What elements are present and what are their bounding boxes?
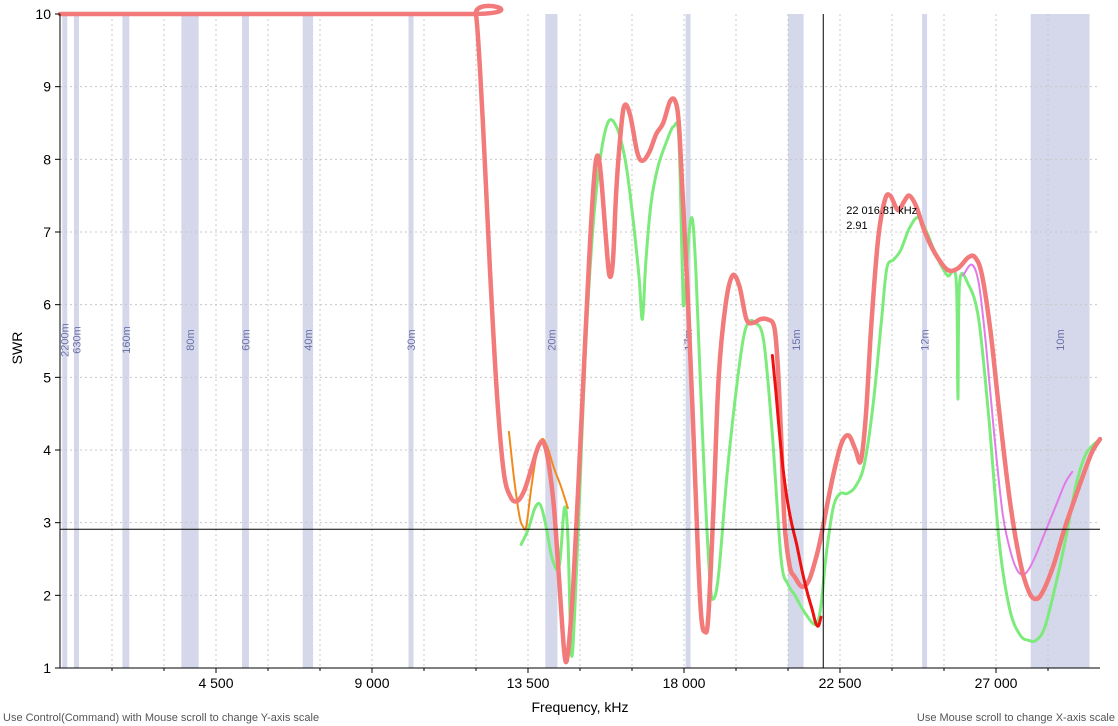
y-axis-title: SWR [9,332,25,365]
band-2200m [62,14,68,668]
cursor-frequency-readout: 22 016.81 kHz [846,205,917,217]
series-layer [57,3,1103,665]
series-red-swr [770,354,823,628]
x-tick-label: 13 500 [507,675,550,691]
band-12m [922,14,928,668]
x-tick-label: 18 000 [663,675,706,691]
band-60m [242,14,249,668]
band-label-layer: 2200m 630m 160m 80m 60m 40m 30m 20m 17m 15m 12m 10m [60,323,1067,357]
y-scale-hint: Use Control(Command) with Mouse scroll t… [3,712,320,724]
band-label-2200m: 2200m [60,323,72,357]
grid-layer [60,14,1100,668]
band-label-15m: 15m [791,329,803,350]
x-tick-label: 9 000 [354,675,389,691]
band-15m [788,14,804,668]
cursor-layer: 22 016.81 kHz 2.91 [60,14,1100,668]
y-tick-label: 1 [43,660,51,676]
y-tick-label: 2 [43,587,51,603]
band-label-12m: 12m [920,329,932,350]
cursor-swr-readout: 2.91 [846,220,867,232]
band-label-40m: 40m [303,329,315,350]
series-violet-swr [962,263,1074,576]
y-tick-label: 10 [35,6,51,22]
axes-layer: 1 2 3 4 5 6 7 8 9 10 4 500 9 000 13 500 18 000 22 500 2… [35,6,1100,691]
band-40m [302,14,314,668]
band-630m [73,14,79,668]
y-tick-label: 3 [43,515,51,531]
band-label-630m: 630m [71,326,83,354]
y-tick-label: 8 [43,151,51,167]
x-tick-label: 4 500 [198,675,233,691]
y-tick-label: 7 [43,224,51,240]
x-axis-title: Frequency, kHz [532,699,629,715]
band-label-160m: 160m [121,326,133,354]
band-label-60m: 60m [240,329,252,350]
band-label-30m: 30m [406,329,418,350]
band-label-20m: 20m [546,329,558,350]
y-tick-label: 4 [43,442,51,458]
x-scale-hint: Use Mouse scroll to change X-axis scale [916,712,1115,724]
series-main-swr [57,3,1103,665]
x-tick-label: 22 500 [819,675,862,691]
band-label-10m: 10m [1055,329,1067,350]
x-tick-label: 27 000 [975,675,1018,691]
band-label-80m: 80m [185,329,197,350]
y-tick-label: 6 [43,297,51,313]
band-30m [408,14,414,668]
band-160m [122,14,130,668]
y-tick-label: 9 [43,79,51,95]
band-80m [181,14,199,668]
y-tick-label: 5 [43,369,51,385]
series-orange-swr [507,430,569,531]
